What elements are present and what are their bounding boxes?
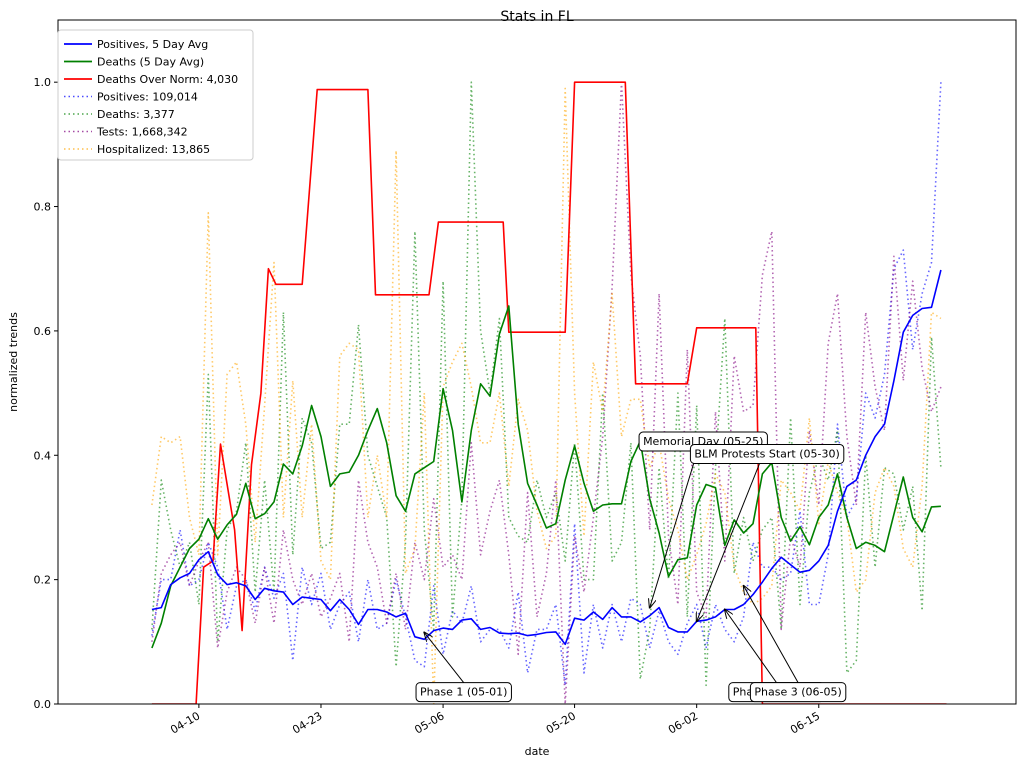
y-tick-label: 0.2 xyxy=(34,574,52,587)
x-tick-label: 05-06 xyxy=(412,709,446,736)
y-tick-label: 1.0 xyxy=(34,76,52,89)
annotation-arrow xyxy=(744,586,799,683)
annotations: Memorial Day (05-25)BLM Protests Start (… xyxy=(415,431,847,703)
legend-label: Tests: 1,668,342 xyxy=(96,126,188,139)
y-tick-label: 0.8 xyxy=(34,201,52,214)
x-tick-label: 05-20 xyxy=(544,709,578,736)
series-line xyxy=(151,81,947,704)
legend: Positives, 5 Day Avg Deaths (5 Day Avg) De… xyxy=(57,29,254,161)
series-line xyxy=(151,87,942,704)
x-tick-label: 06-02 xyxy=(666,709,700,736)
legend-frame xyxy=(57,29,254,161)
legend-label: Positives, 5 Day Avg xyxy=(97,38,208,51)
annotation: Phase 1 (05-01) xyxy=(415,632,512,703)
series-line xyxy=(151,82,942,687)
x-tick-label: 04-10 xyxy=(168,709,202,736)
x-tick-label: 06-15 xyxy=(788,709,822,736)
series-line xyxy=(151,81,942,704)
legend-label: Hospitalized: 13,865 xyxy=(97,143,210,156)
legend-label: Deaths: 3,377 xyxy=(97,108,175,121)
x-axis-label: date xyxy=(525,745,550,758)
series-line xyxy=(151,81,942,687)
series-line xyxy=(151,269,942,646)
x-tick-label: 04-23 xyxy=(290,709,324,736)
annotation-box xyxy=(749,682,847,703)
annotation: Phase 3 (06-05) xyxy=(744,586,847,703)
annotation-label: Phase 1 (05-01) xyxy=(420,686,507,699)
annotation-box xyxy=(415,682,512,703)
chart-title: Stats in FL xyxy=(500,9,573,25)
legend-label: Positives: 109,014 xyxy=(97,91,198,104)
annotation-box xyxy=(689,443,845,464)
y-tick-label: 0.6 xyxy=(34,325,52,338)
legend-label: Deaths Over Norm: 4,030 xyxy=(97,73,238,86)
y-tick-label: 0.0 xyxy=(34,698,52,711)
annotation-arrow xyxy=(725,609,777,683)
annotation-label: BLM Protests Start (05-30) xyxy=(694,447,839,460)
annotation-arrow xyxy=(424,632,465,683)
y-axis-label: normalized trends xyxy=(7,312,20,412)
annotation: BLM Protests Start (05-30) xyxy=(689,443,845,621)
plot-area-frame xyxy=(57,19,1017,705)
annotation-arrow xyxy=(697,444,768,621)
annotation-label: Phase 3 (06-05) xyxy=(754,686,841,699)
series-layer xyxy=(151,81,947,704)
legend-label: Deaths (5 Day Avg) xyxy=(97,56,204,69)
y-tick-label: 0.4 xyxy=(34,449,52,462)
series-line xyxy=(151,305,941,649)
